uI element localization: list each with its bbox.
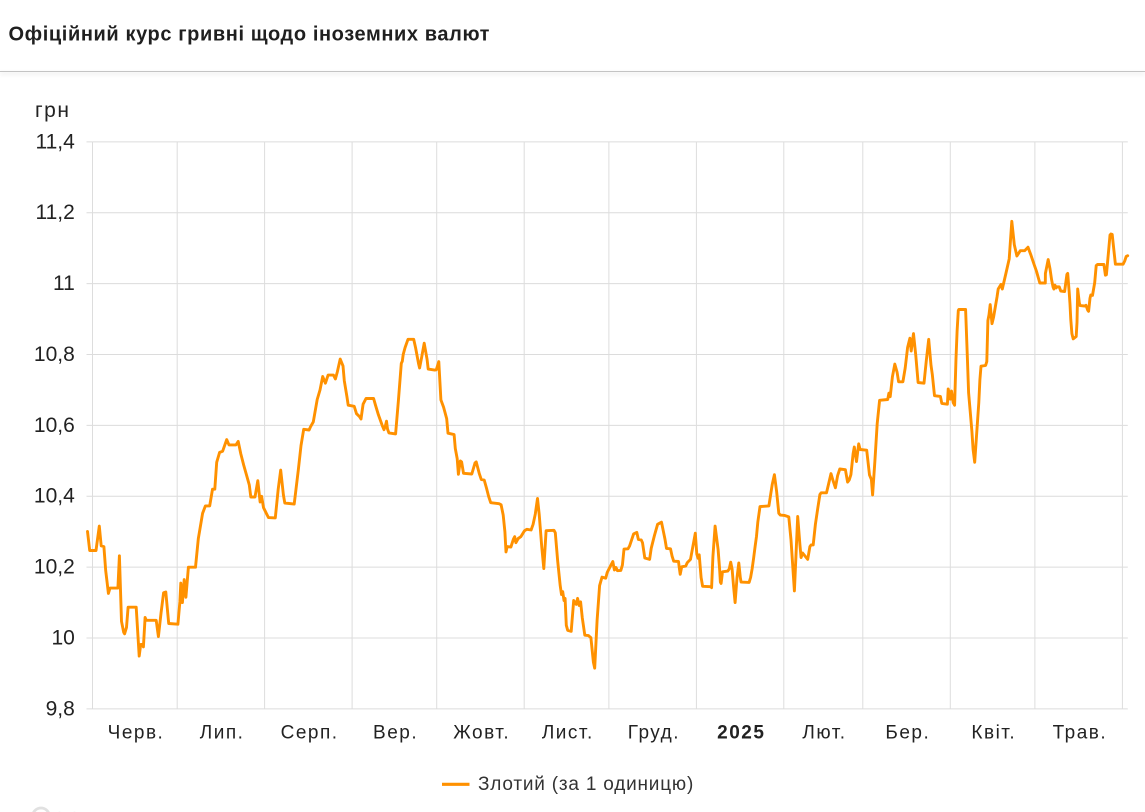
svg-text:Бер.: Бер. (885, 723, 930, 744)
svg-text:10,2: 10,2 (34, 556, 75, 579)
svg-text:Лип.: Лип. (200, 723, 245, 744)
svg-text:Черв.: Черв. (108, 723, 165, 744)
svg-text:10,8: 10,8 (34, 343, 75, 366)
svg-text:10,4: 10,4 (34, 485, 75, 508)
svg-text:Груд.: Груд. (628, 723, 680, 744)
svg-text:грн: грн (35, 99, 70, 122)
svg-text:Офіційний курс гривні щодо іно: Офіційний курс гривні щодо іноземних вал… (9, 24, 491, 46)
svg-text:Лют.: Лют. (802, 723, 846, 744)
svg-text:2025: 2025 (717, 723, 765, 744)
svg-text:9,8: 9,8 (46, 697, 75, 720)
svg-text:Серп.: Серп. (281, 723, 339, 744)
svg-text:Злотий (за 1 одиницю): Злотий (за 1 одиницю) (478, 774, 694, 795)
svg-text:11,2: 11,2 (35, 201, 74, 224)
svg-text:10: 10 (51, 626, 74, 649)
svg-text:Квіт.: Квіт. (971, 723, 1016, 744)
svg-text:Трав.: Трав. (1053, 723, 1108, 744)
svg-text:Лист.: Лист. (542, 723, 594, 744)
svg-text:Вер.: Вер. (373, 723, 418, 744)
svg-text:11: 11 (53, 272, 75, 295)
svg-text:Жовт.: Жовт. (453, 723, 510, 744)
svg-text:10,6: 10,6 (34, 414, 75, 437)
svg-text:11,4: 11,4 (35, 130, 75, 153)
